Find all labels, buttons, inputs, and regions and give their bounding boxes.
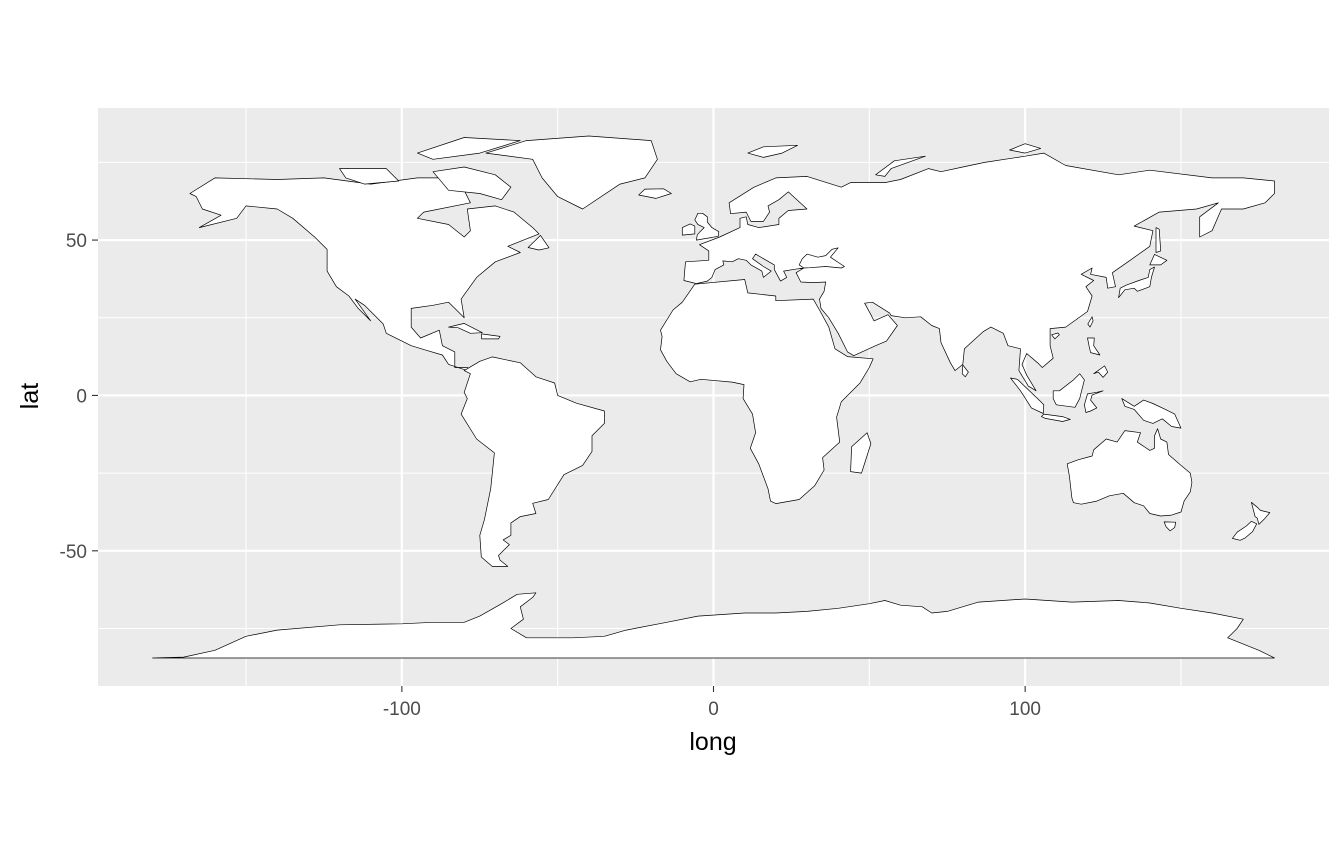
landmass-ellesmere-island [417,137,521,160]
landmass-australia [1066,428,1193,517]
y-tick-label: 50 [66,231,87,252]
x-axis-title: long [689,728,736,756]
landmass-japan [1118,266,1155,298]
landmass-new-guinea [1121,398,1182,429]
landmass-taiwan [1087,316,1094,328]
landmass-greenland [485,135,658,210]
landmass-new-zealand-north [1251,501,1271,525]
landmass-mindanao [1093,365,1109,378]
landmass-svalbard [747,144,798,158]
landmass-tasmania [1163,521,1177,532]
landmass-africa [660,279,874,504]
landmass-borneo [1052,373,1085,408]
landmass-hokkaido [1149,254,1168,266]
landmass-north-america [189,177,540,373]
landmass-hainan [1051,332,1060,340]
landmass-great-britain [694,212,720,241]
landmass-severnaya-zemlya [1009,143,1042,154]
x-tick-label: 0 [708,699,719,720]
landmass-ireland [681,223,696,236]
landmass-sakhalin [1155,227,1162,253]
landmass-sulawesi [1084,390,1104,413]
landmass-antarctica [152,592,1275,659]
y-tick-label: 0 [76,386,87,407]
landmass-eurasia [683,152,1275,392]
landmass-hispaniola [481,333,501,340]
landmass-layer [152,135,1275,659]
landmass-java [1041,413,1071,422]
landmass-new-zealand-south [1232,520,1258,541]
y-tick-label: -50 [60,542,87,563]
axis-ticks [92,239,1026,692]
landmass-victoria-island [339,168,400,185]
landmass-south-america [460,356,605,567]
y-axis-title: lat [16,383,44,409]
landmass-iceland [638,188,672,199]
landmass-sumatra [1010,377,1045,414]
landmass-novaya-zemlya [875,155,926,177]
x-tick-label: 100 [1009,699,1041,720]
landmass-luzon [1087,337,1101,356]
tick-labels: -100 0 100 -50 0 50 [60,231,1041,720]
landmass-baffin-island [432,166,512,201]
landmass-cuba [448,323,483,334]
landmass-sri-lanka [961,364,969,378]
x-tick-label: -100 [383,699,421,720]
landmass-newfoundland [527,235,550,251]
landmass-madagascar [850,432,872,474]
